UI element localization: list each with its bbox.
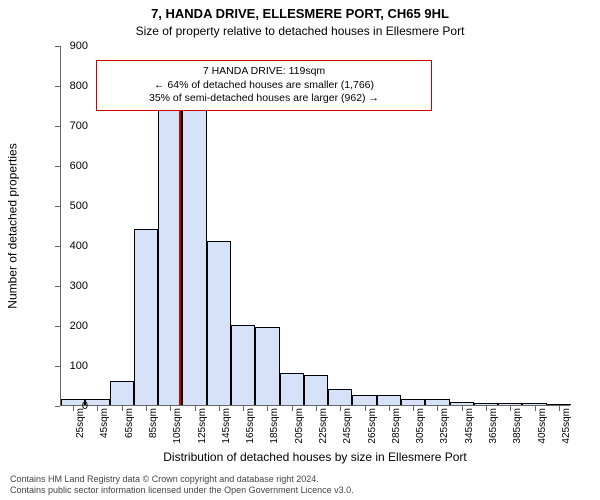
ytick-label: 800 (48, 80, 88, 92)
xtick-label: 385sqm (512, 408, 523, 448)
footer-line-1: Contains HM Land Registry data © Crown c… (10, 474, 354, 485)
histogram-bar (231, 325, 255, 405)
xtick-mark (292, 406, 293, 411)
xtick-label: 145sqm (221, 408, 232, 448)
xtick-label: 425sqm (561, 408, 572, 448)
chart-container: 7, HANDA DRIVE, ELLESMERE PORT, CH65 9HL… (0, 0, 600, 500)
ytick-mark (55, 46, 60, 47)
annotation-line: ← 64% of detached houses are smaller (1,… (104, 79, 423, 93)
xtick-mark (389, 406, 390, 411)
xtick-mark (243, 406, 244, 411)
xtick-label: 365sqm (488, 408, 499, 448)
annotation-line: 7 HANDA DRIVE: 119sqm (104, 65, 423, 79)
ytick-label: 100 (48, 360, 88, 372)
xtick-label: 65sqm (124, 408, 135, 448)
x-axis-label: Distribution of detached houses by size … (60, 450, 570, 464)
chart-subtitle: Size of property relative to detached ho… (0, 24, 600, 38)
annotation-line: 35% of semi-detached houses are larger (… (104, 92, 423, 106)
xtick-label: 405sqm (537, 408, 548, 448)
xtick-mark (413, 406, 414, 411)
annotation-box: 7 HANDA DRIVE: 119sqm← 64% of detached h… (96, 60, 431, 111)
ytick-mark (55, 286, 60, 287)
histogram-bar (377, 395, 401, 405)
xtick-label: 185sqm (269, 408, 280, 448)
histogram-bar (207, 241, 231, 405)
histogram-bar (352, 395, 376, 405)
xtick-label: 85sqm (148, 408, 159, 448)
ytick-label: 300 (48, 280, 88, 292)
xtick-label: 305sqm (415, 408, 426, 448)
xtick-mark (486, 406, 487, 411)
ytick-label: 700 (48, 120, 88, 132)
xtick-mark (365, 406, 366, 411)
ytick-mark (55, 86, 60, 87)
ytick-label: 400 (48, 240, 88, 252)
histogram-bar (280, 373, 304, 405)
histogram-bar (401, 399, 425, 405)
ytick-mark (55, 326, 60, 327)
attribution-footer: Contains HM Land Registry data © Crown c… (10, 474, 354, 497)
histogram-bar (182, 105, 206, 405)
ytick-mark (55, 126, 60, 127)
ytick-mark (55, 246, 60, 247)
y-axis-label: Number of detached properties (6, 46, 20, 406)
xtick-mark (195, 406, 196, 411)
histogram-bar (85, 399, 109, 405)
xtick-label: 265sqm (367, 408, 378, 448)
chart-supertitle: 7, HANDA DRIVE, ELLESMERE PORT, CH65 9HL (0, 6, 600, 21)
ytick-mark (55, 206, 60, 207)
ytick-label: 900 (48, 40, 88, 52)
xtick-mark (559, 406, 560, 411)
histogram-bar (425, 399, 449, 405)
ytick-label: 500 (48, 200, 88, 212)
xtick-label: 285sqm (391, 408, 402, 448)
xtick-label: 45sqm (99, 408, 110, 448)
ytick-label: 600 (48, 160, 88, 172)
xtick-label: 205sqm (294, 408, 305, 448)
histogram-bar (522, 403, 546, 405)
ytick-mark (55, 406, 60, 407)
ytick-label: 200 (48, 320, 88, 332)
histogram-bar (498, 403, 522, 405)
xtick-label: 325sqm (439, 408, 450, 448)
histogram-bar (304, 375, 328, 405)
histogram-bar (450, 402, 474, 405)
xtick-mark (316, 406, 317, 411)
xtick-label: 245sqm (342, 408, 353, 448)
ytick-mark (55, 166, 60, 167)
xtick-mark (535, 406, 536, 411)
xtick-mark (462, 406, 463, 411)
histogram-bar (328, 389, 352, 405)
xtick-mark (219, 406, 220, 411)
y-axis-label-text: Number of detached properties (6, 143, 20, 308)
histogram-bar (474, 403, 498, 405)
xtick-label: 225sqm (318, 408, 329, 448)
xtick-mark (146, 406, 147, 411)
histogram-bar (110, 381, 134, 405)
xtick-mark (122, 406, 123, 411)
property-marker-line (179, 105, 181, 405)
histogram-bar (547, 404, 571, 405)
histogram-bar (134, 229, 158, 405)
xtick-label: 345sqm (464, 408, 475, 448)
xtick-label: 105sqm (172, 408, 183, 448)
ytick-mark (55, 366, 60, 367)
xtick-label: 125sqm (197, 408, 208, 448)
footer-line-2: Contains public sector information licen… (10, 485, 354, 496)
xtick-label: 165sqm (245, 408, 256, 448)
histogram-bar (255, 327, 279, 405)
xtick-label: 25sqm (75, 408, 86, 448)
